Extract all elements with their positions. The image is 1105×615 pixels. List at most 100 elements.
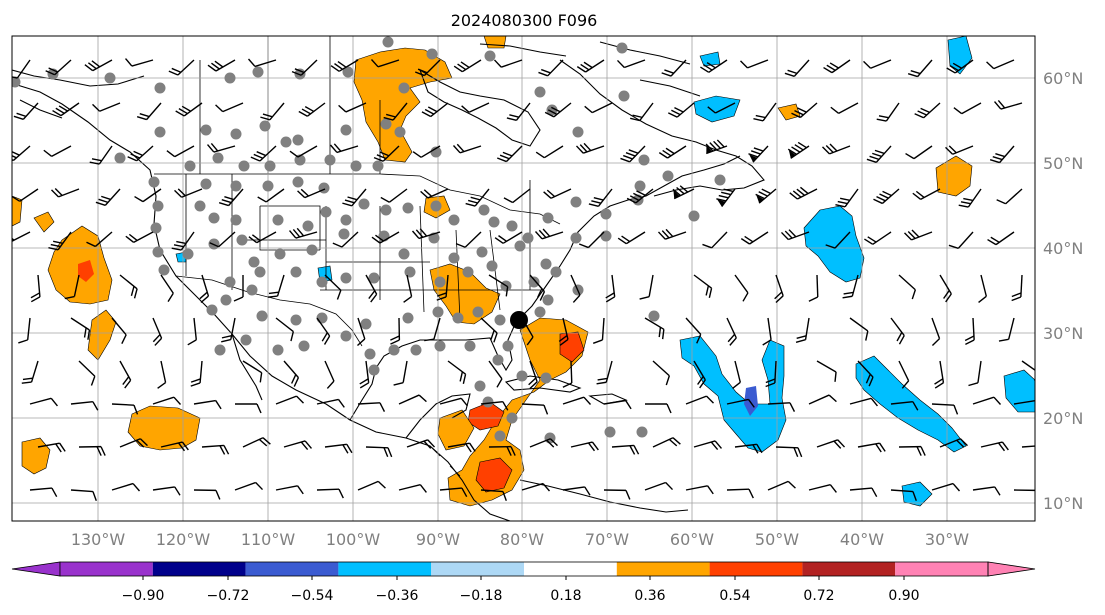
wind-barb — [267, 274, 285, 298]
station-dot — [410, 344, 422, 356]
anomaly-region-pacific-tropical — [127, 405, 201, 451]
anomaly-core-tropical-atlantic — [744, 386, 758, 416]
colorbar-segment — [524, 562, 617, 576]
wind-barb — [84, 59, 113, 72]
wind-barb — [187, 317, 197, 346]
wind-barb — [972, 486, 1001, 496]
wind-barb — [652, 360, 671, 386]
station-dot — [350, 160, 362, 172]
wind-barb — [998, 317, 1015, 342]
wind-barb — [544, 102, 572, 118]
wind-barb — [330, 59, 359, 72]
storm-center-marker — [510, 311, 528, 329]
wind-barb — [411, 228, 441, 240]
station-dot — [506, 412, 518, 424]
wind-barb — [685, 485, 714, 495]
station-dot — [152, 246, 164, 258]
wind-barb — [939, 438, 968, 448]
station-dot — [152, 200, 164, 212]
wind-barb — [576, 59, 605, 73]
wind-barb — [528, 360, 538, 390]
colorbar-tick-label: −0.72 — [207, 588, 250, 604]
wind-barb — [570, 441, 599, 452]
hudson-bay — [418, 68, 541, 147]
anomaly-region-pacific-far — [21, 437, 51, 475]
station-dot — [12, 76, 21, 88]
wind-barb — [12, 188, 39, 202]
station-dot — [502, 340, 514, 352]
hispaniola — [588, 393, 628, 405]
wind-barb — [248, 231, 277, 244]
wind-barb — [605, 274, 616, 303]
wind-barb — [558, 317, 569, 346]
station-dot — [550, 266, 562, 278]
wind-barb — [420, 188, 449, 199]
colorbar-tick-label: −0.18 — [460, 588, 503, 604]
latitude-label: 40°N — [1043, 239, 1083, 258]
station-dot — [478, 204, 490, 216]
wind-barb — [221, 317, 236, 343]
colorbar-segment — [802, 562, 896, 576]
station-dot — [494, 314, 506, 326]
wind-barb — [160, 441, 189, 452]
wind-barb — [453, 59, 482, 73]
colorbar-segment — [152, 562, 246, 576]
wind-barb — [734, 274, 749, 302]
station-dot — [662, 170, 674, 182]
colorbar — [11, 561, 1036, 577]
station-dot — [272, 214, 284, 226]
wind-barb — [18, 317, 31, 344]
wind-barb — [1021, 444, 1035, 448]
wind-barb — [12, 59, 31, 79]
wind-barb — [705, 139, 728, 155]
wind-barb — [732, 360, 742, 389]
wind-barb — [207, 59, 236, 72]
wind-barb — [480, 489, 507, 502]
station-dot — [448, 214, 460, 226]
station-dot — [648, 310, 660, 322]
station-dot — [378, 230, 390, 242]
wind-barb — [160, 274, 174, 302]
station-dot — [430, 200, 442, 212]
station-dot — [290, 314, 302, 326]
wind-barb — [876, 102, 900, 122]
wind-barb — [987, 231, 1015, 246]
station-dot — [540, 258, 552, 270]
wind-barb — [1021, 360, 1035, 382]
station-dot — [634, 180, 646, 192]
wind-barb — [667, 102, 695, 118]
station-dot — [618, 90, 630, 102]
wind-barb — [193, 399, 222, 410]
wind-barb — [447, 442, 476, 453]
wind-barb — [535, 145, 564, 159]
anomaly-core-atlantic — [559, 331, 585, 363]
wind-barb — [493, 59, 523, 68]
wind-barb — [645, 403, 672, 414]
wind-barb — [439, 397, 468, 407]
wind-barb — [578, 231, 605, 249]
wind-barb — [371, 231, 400, 244]
station-dot — [542, 294, 554, 306]
station-dot — [402, 312, 414, 324]
wind-barb — [233, 275, 244, 302]
wind-barb — [904, 229, 933, 241]
wind-barb — [700, 59, 728, 73]
wind-barb — [538, 59, 564, 77]
station-dot — [292, 176, 304, 188]
station-dot — [514, 240, 526, 252]
wind-barb — [64, 274, 80, 300]
wind-barb — [86, 231, 113, 248]
wind-barb — [931, 482, 961, 492]
wind-barb — [390, 317, 401, 345]
wind-barb — [488, 274, 509, 297]
wind-barb — [617, 231, 646, 245]
wind-barb — [914, 102, 941, 119]
wind-barb — [209, 231, 236, 248]
wind-barb — [946, 59, 974, 74]
wind-barb — [611, 444, 640, 455]
wind-barb — [190, 360, 203, 387]
colorbar-frame — [59, 561, 989, 577]
wind-barb — [996, 188, 1023, 205]
wind-barb — [890, 401, 919, 411]
wind-barb — [119, 438, 148, 448]
